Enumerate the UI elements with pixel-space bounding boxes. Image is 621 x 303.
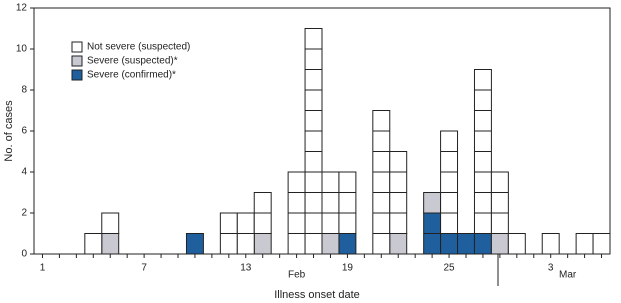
legend-label: Severe (confirmed)* <box>87 70 176 81</box>
bar-segment <box>321 171 340 234</box>
bar-segment <box>575 233 594 255</box>
bar-segment <box>507 233 526 255</box>
y-tick-label: 10 <box>16 44 28 55</box>
y-tick-label: 8 <box>21 85 27 96</box>
month-label: Mar <box>559 270 577 281</box>
bar-segment <box>457 233 475 255</box>
bar-segment <box>389 233 408 255</box>
legend-swatch <box>71 41 83 53</box>
bar-segment <box>101 233 120 255</box>
x-tick-label: 19 <box>342 263 354 274</box>
bar-segment <box>101 212 120 234</box>
y-axis-title: No. of cases <box>3 100 15 162</box>
bar-segment <box>490 171 509 234</box>
bar-segment <box>304 28 323 255</box>
bar-segment <box>338 171 357 234</box>
y-tick-label: 12 <box>16 3 28 14</box>
x-tick-label: 3 <box>548 263 554 274</box>
y-tick-label: 2 <box>21 208 27 219</box>
legend-swatch <box>71 55 83 67</box>
bar-segment <box>473 233 492 255</box>
legend-swatch <box>71 69 83 81</box>
legend-label: Severe (suspected)* <box>87 56 178 67</box>
legend-label: Not severe (suspected) <box>87 42 190 53</box>
bar-segment <box>84 233 103 255</box>
x-tick-label: 25 <box>443 263 455 274</box>
x-axis-title: Illness onset date <box>274 289 360 301</box>
bar-segment <box>490 233 509 255</box>
y-tick-label: 6 <box>21 126 27 137</box>
month-label: Feb <box>288 270 306 281</box>
x-tick-label: 1 <box>40 263 46 274</box>
bar-segment <box>338 233 357 255</box>
bar-segment <box>592 233 611 255</box>
bar-segment <box>321 233 340 255</box>
bar-segment <box>440 233 459 255</box>
y-tick-label: 0 <box>21 249 27 260</box>
x-tick-label: 7 <box>141 263 147 274</box>
bar-segment <box>423 192 442 214</box>
bar-segment <box>372 110 391 255</box>
bar-segment <box>541 233 560 255</box>
bar-segment <box>440 130 459 234</box>
bar-segment <box>253 233 272 255</box>
bar-segment <box>185 233 204 255</box>
x-tick-label: 13 <box>240 263 252 274</box>
y-tick-label: 4 <box>21 167 27 178</box>
